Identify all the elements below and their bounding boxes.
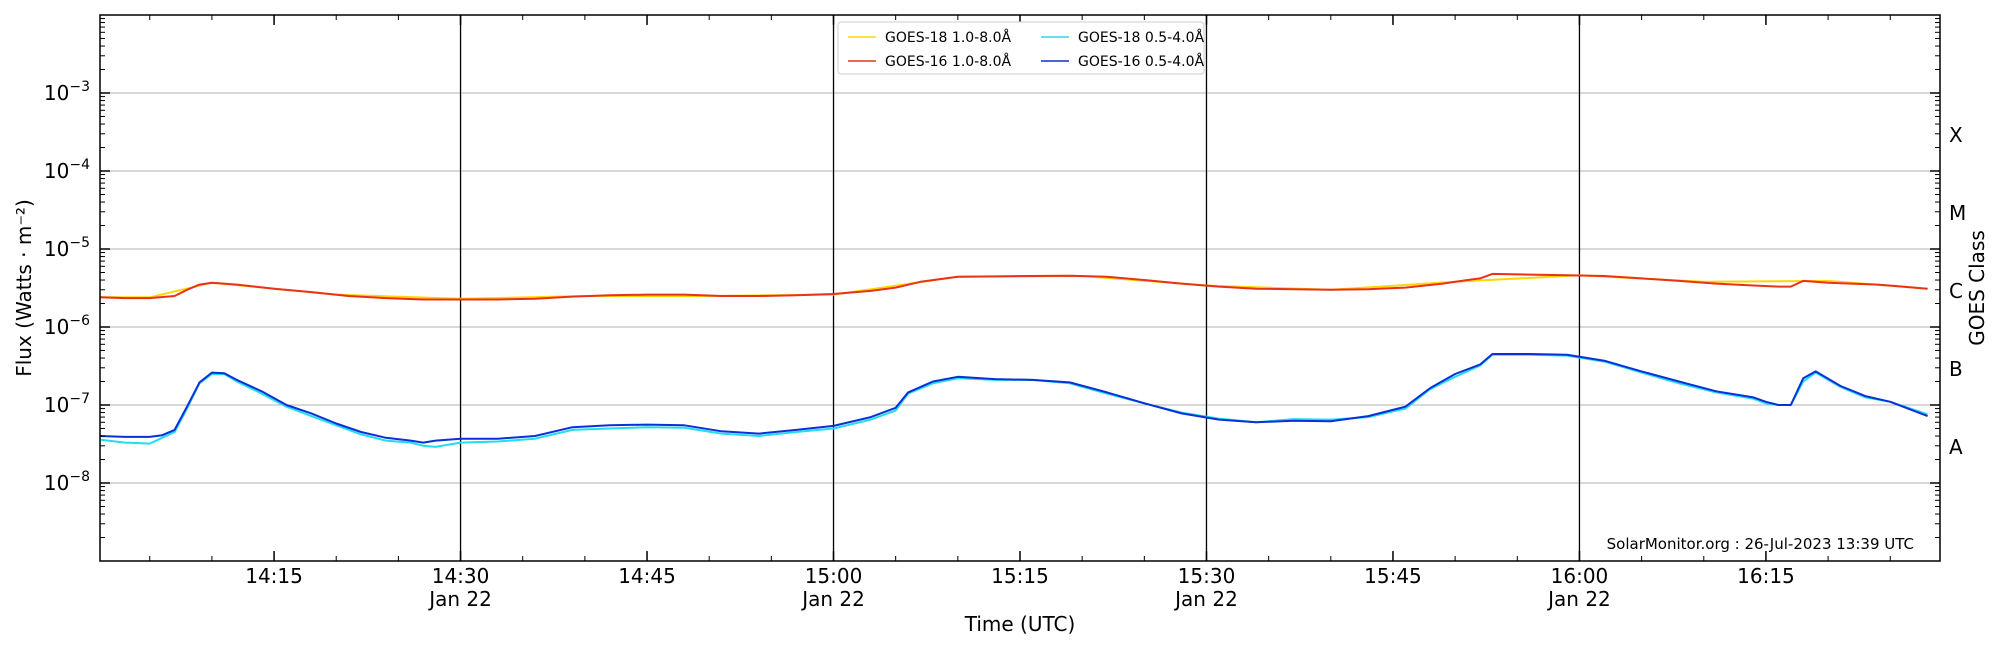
y-tick-label: 10−4 — [44, 157, 90, 183]
y-tick-label: 10−8 — [44, 469, 90, 495]
credit-text: SolarMonitor.org : 26-Jul-2023 13:39 UTC — [1607, 535, 1914, 553]
grid-layer — [100, 92, 1940, 484]
series-line — [99, 353, 1928, 444]
goes-class-label: C — [1949, 279, 1963, 303]
y-tick-label: 10−6 — [44, 313, 90, 339]
legend-entry: GOES-18 0.5-4.0Å — [1078, 29, 1204, 46]
x-tick-label: 14:15 — [245, 564, 303, 588]
goes-class-axis: A B C M X — [1949, 123, 1966, 459]
x-tick-label: 14:30 — [432, 564, 490, 588]
goes-class-label: X — [1949, 123, 1963, 147]
y-tick-label: 10−3 — [44, 79, 90, 105]
legend-entry: GOES-16 0.5-4.0Å — [1078, 53, 1204, 70]
x-tick-date-label: Jan 22 — [1546, 587, 1611, 611]
x-tick-label: 16:15 — [1737, 564, 1795, 588]
x-tick-label: 15:00 — [805, 564, 863, 588]
x-tick-label: 15:15 — [991, 564, 1049, 588]
series-line — [99, 272, 1928, 301]
x-tick-label: 16:00 — [1551, 564, 1609, 588]
goes-class-label: B — [1949, 357, 1963, 381]
x-tick-date-label: Jan 22 — [427, 587, 492, 611]
x-tick-date-label: Jan 22 — [1173, 587, 1238, 611]
x-tick-label: 15:45 — [1364, 564, 1422, 588]
x-axis-title: Time (UTC) — [964, 612, 1076, 636]
y-axis-title: Flux (Watts · m⁻²) — [12, 199, 36, 377]
y-tick-label: 10−5 — [44, 235, 90, 261]
y-axis: 10−8 10−7 10−6 10−5 10−4 10−3 — [44, 18, 1940, 539]
legend-box — [837, 21, 1205, 75]
legend-items: GOES-18 1.0-8.0Å GOES-18 0.5-4.0Å GOES-16 … — [848, 29, 1204, 70]
goes-class-label: A — [1949, 435, 1963, 459]
series-line — [99, 353, 1928, 448]
legend-entry: GOES-18 1.0-8.0Å — [885, 29, 1011, 46]
right-axis-title: GOES Class — [1965, 230, 1989, 346]
goes-class-label: M — [1949, 201, 1966, 225]
series-layer — [99, 272, 1928, 448]
x-tick-label: 14:45 — [618, 564, 676, 588]
legend-entry: GOES-16 1.0-8.0Å — [885, 53, 1011, 70]
legend: GOES-18 1.0-8.0Å GOES-18 0.5-4.0Å GOES-16 … — [837, 21, 1205, 75]
y-tick-label: 10−7 — [44, 391, 90, 417]
x-tick-date-label: Jan 22 — [800, 587, 865, 611]
day-lines — [459, 15, 1581, 561]
x-tick-label: 15:30 — [1178, 564, 1236, 588]
